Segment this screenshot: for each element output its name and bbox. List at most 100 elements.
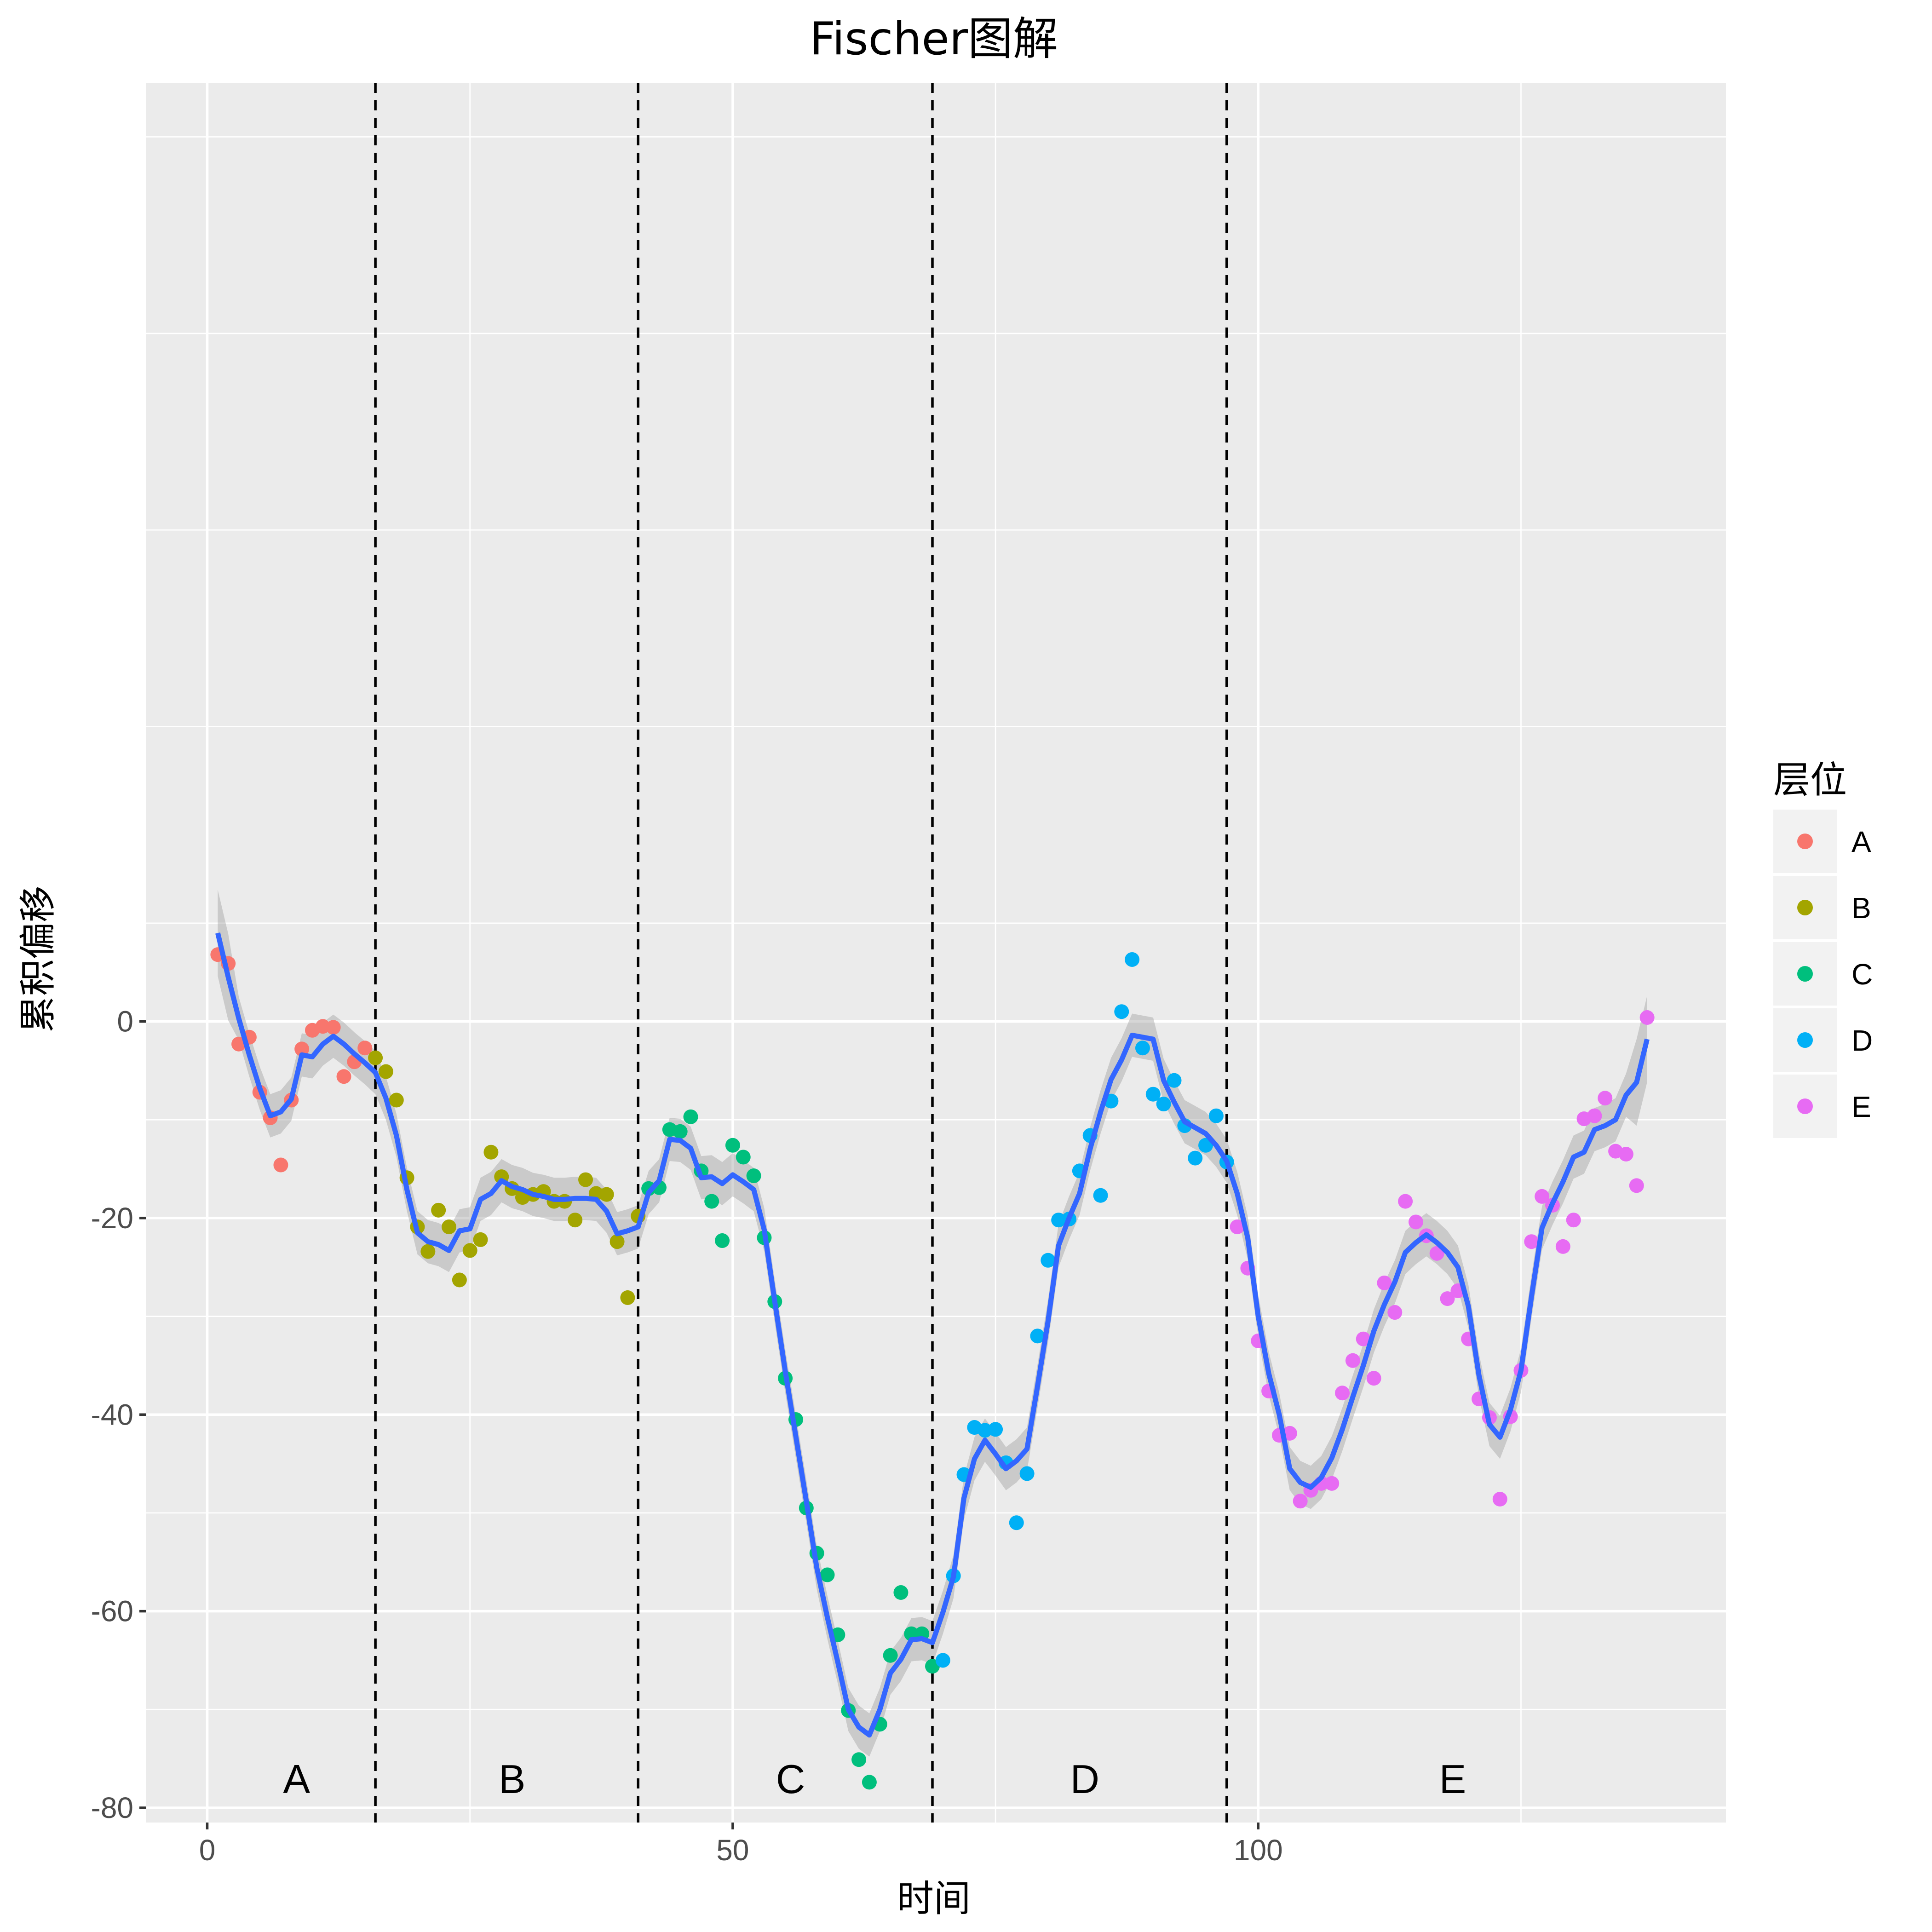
point-D bbox=[1093, 1188, 1108, 1203]
point-E bbox=[1587, 1108, 1602, 1123]
point-A bbox=[231, 1036, 247, 1052]
point-B bbox=[462, 1243, 477, 1258]
point-E bbox=[1598, 1091, 1613, 1106]
point-E bbox=[1335, 1386, 1350, 1401]
point-C bbox=[820, 1567, 835, 1582]
point-E bbox=[1345, 1353, 1360, 1368]
stratum-labels: A B C D E bbox=[283, 1756, 1466, 1802]
point-D bbox=[1041, 1253, 1056, 1268]
x-axis: 0 50 100 bbox=[199, 1823, 1283, 1867]
point-E bbox=[1555, 1239, 1570, 1254]
point-E bbox=[1535, 1189, 1550, 1204]
point-B bbox=[610, 1234, 625, 1249]
y-tick-label: -20 bbox=[91, 1202, 134, 1235]
point-B bbox=[431, 1202, 446, 1218]
grid-minor bbox=[146, 83, 1726, 1823]
point-A bbox=[326, 1020, 341, 1035]
legend-swatch-A bbox=[1797, 834, 1813, 849]
point-E bbox=[1366, 1371, 1381, 1386]
point-D bbox=[935, 1653, 950, 1668]
point-E bbox=[1398, 1194, 1413, 1209]
y-tick-label: -60 bbox=[91, 1595, 134, 1628]
point-C bbox=[862, 1775, 877, 1790]
y-tick-label: -80 bbox=[91, 1791, 134, 1824]
point-C bbox=[715, 1233, 730, 1248]
legend-swatch-E bbox=[1797, 1098, 1813, 1114]
point-A bbox=[294, 1041, 310, 1057]
point-E bbox=[1566, 1213, 1581, 1228]
point-C bbox=[883, 1648, 898, 1663]
point-E bbox=[1324, 1476, 1340, 1491]
point-B bbox=[483, 1144, 499, 1160]
point-B bbox=[620, 1290, 635, 1305]
point-D bbox=[1135, 1041, 1150, 1056]
point-D bbox=[1145, 1087, 1161, 1102]
x-tick-label: 50 bbox=[716, 1834, 749, 1867]
point-B bbox=[442, 1219, 457, 1235]
stratum-label: E bbox=[1439, 1756, 1466, 1802]
point-D bbox=[1125, 952, 1140, 967]
grid-major bbox=[146, 83, 1726, 1823]
point-A bbox=[357, 1041, 373, 1056]
point-C bbox=[851, 1752, 867, 1767]
stratum-label: C bbox=[776, 1756, 805, 1802]
point-C bbox=[736, 1150, 751, 1165]
point-D bbox=[1030, 1328, 1045, 1344]
point-E bbox=[1629, 1178, 1644, 1193]
legend-label: C bbox=[1852, 958, 1873, 991]
point-E bbox=[1639, 1010, 1655, 1025]
y-axis: -80 -60 -40 -20 0 bbox=[91, 1005, 146, 1824]
point-B bbox=[599, 1187, 614, 1202]
point-E bbox=[1618, 1147, 1633, 1162]
legend-swatch-B bbox=[1797, 900, 1813, 915]
point-D bbox=[1156, 1097, 1171, 1112]
point-B bbox=[578, 1172, 593, 1187]
point-E bbox=[1293, 1494, 1308, 1509]
point-E bbox=[1492, 1492, 1507, 1507]
x-tick-label: 100 bbox=[1234, 1834, 1283, 1867]
point-E bbox=[1356, 1331, 1371, 1346]
stratum-label: B bbox=[499, 1756, 526, 1802]
legend-swatch-D bbox=[1797, 1032, 1813, 1048]
point-C bbox=[746, 1168, 761, 1184]
point-D bbox=[1114, 1004, 1129, 1019]
legend-label: B bbox=[1852, 891, 1871, 925]
point-D bbox=[1208, 1108, 1224, 1123]
point-B bbox=[389, 1092, 404, 1108]
x-axis-title: 时间 bbox=[897, 1877, 971, 1920]
point-B bbox=[568, 1213, 583, 1228]
point-D bbox=[1019, 1466, 1035, 1481]
plot-background bbox=[146, 83, 1726, 1823]
point-B bbox=[420, 1244, 436, 1259]
point-E bbox=[1440, 1291, 1455, 1306]
point-D bbox=[988, 1422, 1003, 1437]
point-D bbox=[1198, 1138, 1213, 1153]
smooth-line bbox=[215, 932, 1650, 1738]
y-axis-title: 累积偏移 bbox=[17, 886, 59, 1033]
point-D bbox=[1167, 1073, 1182, 1088]
stratum-label: D bbox=[1070, 1756, 1100, 1802]
x-tick-label: 0 bbox=[199, 1834, 216, 1867]
point-E bbox=[1377, 1275, 1392, 1290]
legend-label: A bbox=[1852, 825, 1871, 858]
point-B bbox=[378, 1064, 393, 1079]
point-E bbox=[1524, 1234, 1539, 1249]
point-E bbox=[1429, 1246, 1444, 1261]
point-A bbox=[336, 1069, 351, 1084]
point-C bbox=[673, 1124, 688, 1139]
point-C bbox=[725, 1138, 740, 1153]
y-tick-label: -40 bbox=[91, 1398, 134, 1431]
legend-title: 层位 bbox=[1773, 759, 1847, 801]
point-D bbox=[1188, 1150, 1203, 1166]
point-C bbox=[893, 1585, 908, 1600]
legend-swatch-C bbox=[1797, 966, 1813, 982]
point-E bbox=[1387, 1305, 1403, 1320]
point-B bbox=[452, 1272, 467, 1288]
point-A bbox=[273, 1157, 288, 1173]
stratum-label: A bbox=[283, 1756, 310, 1802]
point-E bbox=[1230, 1219, 1245, 1235]
point-B bbox=[473, 1232, 488, 1247]
